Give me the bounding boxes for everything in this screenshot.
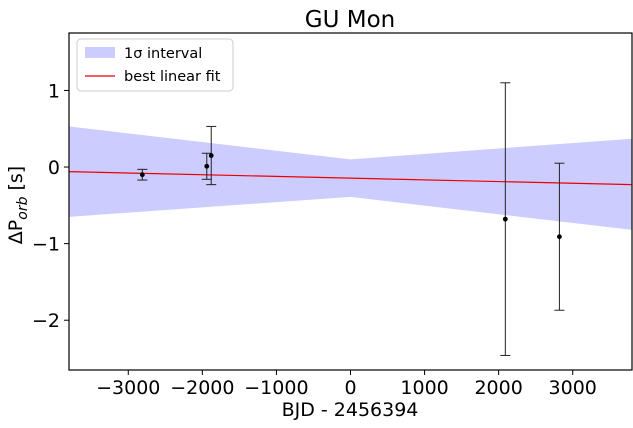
data-marker [139,172,145,178]
data-point-1 [137,168,148,181]
legend-interval-label: 1σ interval [124,46,202,62]
x-tick-label: −2000 [170,377,234,399]
y-axis: 1 0 −1 −2 [32,80,69,332]
y-axis-label-suffix: [s] [5,166,27,197]
data-point-5 [554,162,565,311]
y-axis-label-subscript: orb [15,196,31,219]
data-marker [208,153,214,158]
x-tick-label: 0 [344,377,356,399]
data-marker [502,216,508,222]
y-tick-label: −2 [32,310,60,332]
x-tick-label: −3000 [96,377,160,399]
y-tick-label: −1 [32,234,60,256]
data-points [137,82,565,356]
x-tick-label: 1000 [400,377,448,399]
legend-box [76,38,234,92]
x-axis: −3000 −2000 −1000 0 1000 2000 3000 [96,370,597,399]
y-tick-label: 1 [48,80,60,102]
x-axis-label: BJD - 2456394 [282,399,419,421]
y-axis-label: ΔPorb [s] [5,166,31,244]
data-marker [557,234,562,240]
data-point-3 [206,125,217,186]
chart-title: GU Mon [305,7,395,33]
legend-interval-swatch [85,47,115,58]
y-axis-label-prefix: ΔP [5,220,27,244]
legend-fit-label: best linear fit [124,69,221,85]
x-tick-label: 2000 [474,377,522,399]
y-tick-label: 0 [48,157,60,179]
best-fit-line [69,171,632,186]
x-tick-label: 3000 [549,377,597,399]
legend: 1σ interval best linear fit [76,38,234,92]
data-marker [204,163,210,169]
data-point-2 [201,152,212,180]
x-tick-label: −1000 [244,377,308,399]
data-point-4 [500,82,511,356]
